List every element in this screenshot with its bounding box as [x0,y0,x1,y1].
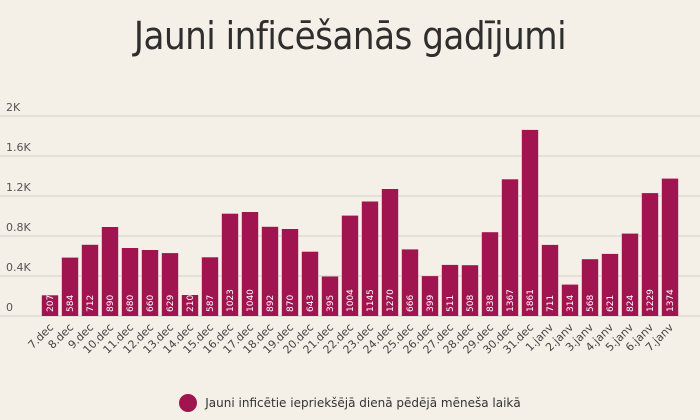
data-label: 511 [446,295,456,312]
bar [621,233,639,316]
bar [361,201,379,316]
y-tick-label: 0.4K [6,261,31,274]
data-label: 712 [86,295,96,312]
data-label: 1374 [666,289,676,312]
bar [481,232,499,316]
bar [541,244,559,316]
data-label: 666 [406,295,416,312]
data-label: 1145 [366,289,376,312]
bar [281,229,299,316]
data-label: 824 [626,295,636,312]
data-label: 1270 [386,289,396,312]
bar [61,257,79,316]
data-label: 395 [326,295,336,312]
bar [301,251,319,316]
data-label: 584 [66,295,76,312]
bar [561,284,579,316]
data-label: 629 [166,295,176,312]
data-label: 621 [606,295,616,312]
bar [661,178,679,316]
bar [581,259,599,316]
data-label: 587 [206,295,216,312]
bar [81,244,99,316]
data-label: 1229 [646,289,656,312]
bar [641,193,659,316]
data-label: 314 [566,295,576,312]
bar [141,250,159,316]
chart-title: Jauni inficēšanās gadījumi [133,14,567,58]
data-label: 1004 [346,289,356,312]
bar [461,265,479,316]
data-label: 870 [286,295,296,312]
bar [501,179,519,316]
bar [261,226,279,316]
bar [381,189,399,316]
bar [201,257,219,316]
bar [341,215,359,316]
data-label: 643 [306,295,316,312]
data-label: 890 [106,295,116,312]
data-label: 207 [46,295,56,312]
bar [601,253,619,316]
data-label: 1861 [526,289,536,312]
data-label: 210 [186,295,196,312]
y-tick-label: 2K [6,101,21,114]
bar [221,213,239,316]
legend: Jauni inficētie iepriekšējā dienā pēdējā… [0,394,700,412]
y-tick-label: 0.8K [6,221,31,234]
bar [441,264,459,316]
bar [161,253,179,316]
data-label: 508 [466,295,476,312]
data-label: 1023 [226,289,236,312]
bar [41,295,59,316]
data-label: 1040 [246,289,256,312]
y-tick-label: 0 [6,301,13,314]
bar [421,276,439,316]
y-tick-label: 1.6K [6,141,31,154]
data-label: 399 [426,295,436,312]
data-label: 660 [146,295,156,312]
data-label: 568 [586,295,596,312]
data-label: 838 [486,295,496,312]
data-label: 892 [266,295,276,312]
bar [121,248,139,316]
legend-label: Jauni inficētie iepriekšējā dienā pēdējā… [205,396,521,410]
legend-swatch [179,394,198,412]
bar [521,129,539,316]
bar [181,295,199,316]
data-label: 680 [126,295,136,312]
bar [241,212,259,316]
data-label: 711 [546,295,556,312]
y-tick-label: 1.2K [6,181,31,194]
bar [401,249,419,316]
bar [321,276,339,316]
data-label: 1367 [506,289,516,312]
bar [101,227,119,316]
